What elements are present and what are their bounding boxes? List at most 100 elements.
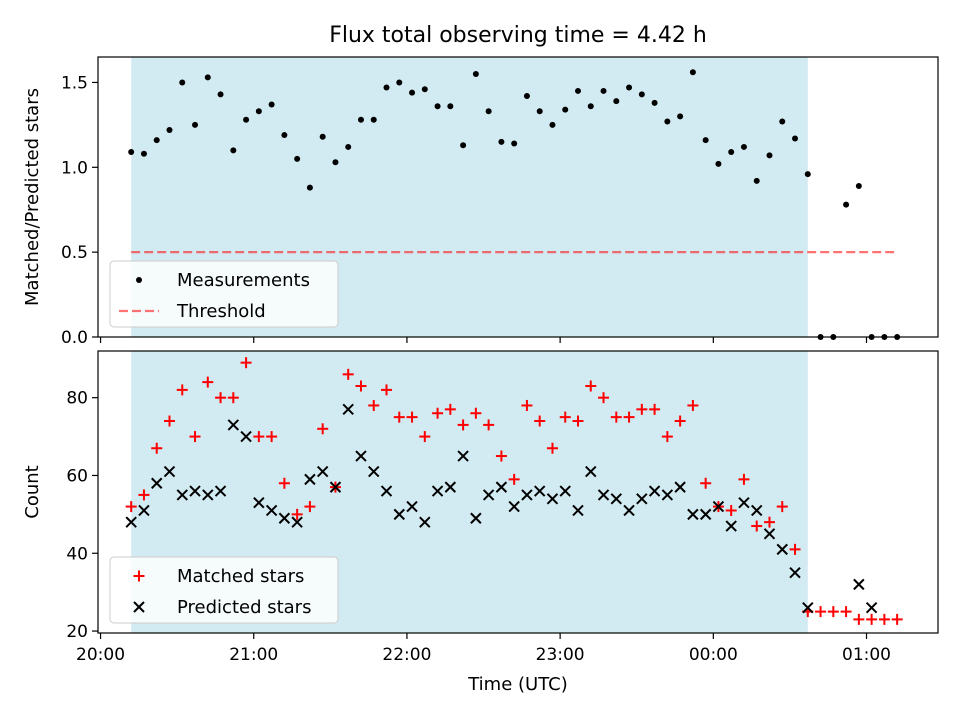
- legend-measurement-swatch: [136, 277, 142, 283]
- data-point-stroke: [661, 489, 674, 501]
- data-point: [176, 384, 188, 396]
- data-point-stroke: [138, 504, 150, 517]
- data-point: [355, 450, 367, 462]
- data-point: [865, 602, 878, 614]
- data-point: [753, 177, 760, 184]
- data-point: [383, 84, 390, 91]
- data-point-stroke: [533, 485, 546, 497]
- data-point-stroke: [278, 512, 291, 524]
- data-point: [485, 108, 492, 115]
- data-point: [827, 606, 839, 618]
- data-point: [600, 87, 607, 94]
- data-point-stroke: [227, 419, 240, 431]
- data-point: [575, 87, 581, 94]
- axes-frame: [97, 350, 939, 634]
- data-point: [546, 442, 558, 454]
- data-point: [470, 512, 482, 524]
- y-tick-label: 40: [66, 544, 88, 564]
- data-point: [878, 613, 890, 625]
- data-point: [598, 392, 610, 404]
- data-point: [227, 419, 240, 431]
- data-point-stroke: [585, 465, 597, 478]
- data-point: [138, 489, 150, 501]
- legend: Matched stars Predicted stars: [109, 556, 339, 624]
- data-point: [725, 520, 737, 532]
- data-point: [779, 118, 786, 125]
- data-point: [597, 489, 610, 501]
- data-point: [559, 485, 571, 497]
- data-point: [332, 159, 339, 166]
- data-point: [674, 415, 686, 427]
- data-point: [419, 431, 431, 443]
- data-point-stroke: [789, 567, 801, 579]
- data-point: [265, 504, 278, 517]
- data-point-stroke: [151, 477, 163, 489]
- data-point-stroke: [508, 500, 520, 513]
- data-point: [370, 116, 377, 123]
- data-point: [572, 415, 584, 427]
- data-point-stroke: [853, 578, 865, 591]
- data-point-stroke: [470, 512, 482, 524]
- data-point-stroke: [738, 496, 750, 509]
- data-point: [214, 485, 227, 497]
- data-point: [230, 147, 237, 154]
- data-point: [281, 132, 288, 139]
- data-point: [317, 423, 329, 435]
- data-point: [125, 516, 137, 528]
- data-point-stroke: [189, 485, 201, 497]
- data-point-stroke: [380, 485, 393, 497]
- data-point: [840, 606, 852, 618]
- data-point: [329, 481, 342, 493]
- data-point: [661, 489, 674, 501]
- data-point: [166, 126, 173, 133]
- data-point-stroke: [495, 481, 508, 493]
- data-point-stroke: [419, 516, 431, 528]
- data-point-stroke: [712, 500, 725, 513]
- data-point: [306, 184, 313, 191]
- data-point: [163, 465, 176, 478]
- data-point-stroke: [265, 504, 278, 517]
- legend-box: [109, 556, 339, 624]
- data-point: [766, 152, 773, 159]
- data-point-stroke: [763, 528, 776, 540]
- data-point: [549, 121, 556, 128]
- data-point: [240, 430, 252, 443]
- data-point: [610, 493, 623, 505]
- data-point: [802, 602, 814, 614]
- data-point-stroke: [559, 485, 571, 497]
- data-point: [421, 86, 428, 93]
- data-point: [482, 489, 495, 501]
- data-point: [740, 143, 747, 150]
- data-point: [815, 606, 827, 618]
- data-point: [763, 516, 775, 528]
- data-point: [715, 160, 722, 167]
- data-point: [151, 442, 163, 454]
- data-point: [789, 567, 801, 579]
- data-point-stroke: [291, 516, 303, 528]
- data-point: [153, 137, 160, 144]
- y-tick-label: 1.0: [61, 158, 88, 178]
- data-point: [316, 465, 329, 478]
- data-point: [204, 74, 211, 81]
- data-point: [457, 450, 469, 462]
- data-point: [495, 481, 508, 493]
- data-point: [728, 149, 735, 156]
- data-point: [533, 485, 546, 497]
- data-point: [304, 501, 316, 513]
- data-point-stroke: [521, 489, 533, 501]
- data-point: [432, 407, 444, 419]
- data-point: [587, 103, 594, 110]
- data-point: [738, 473, 750, 485]
- data-point: [278, 512, 291, 524]
- x-axis-label: Time (UTC): [467, 674, 568, 695]
- data-point: [179, 79, 186, 86]
- data-point: [215, 392, 227, 404]
- data-point: [853, 578, 865, 591]
- data-point: [521, 399, 533, 411]
- legend-label: Predicted stars: [177, 597, 311, 618]
- data-point: [342, 403, 354, 416]
- data-point: [534, 415, 546, 427]
- data-point: [472, 70, 479, 77]
- data-point-stroke: [214, 485, 227, 497]
- data-point: [291, 508, 303, 520]
